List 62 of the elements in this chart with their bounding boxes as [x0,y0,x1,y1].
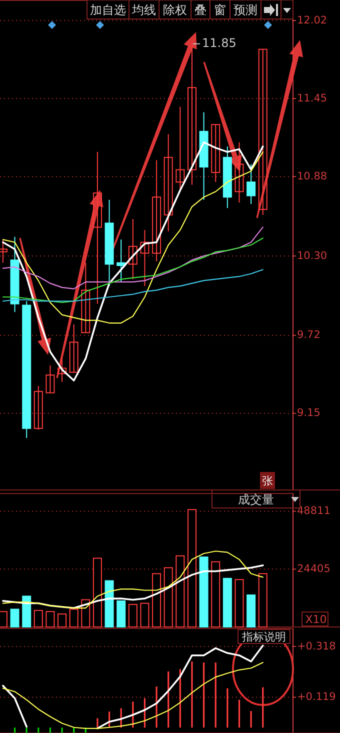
bar [92,558,102,628]
line-series [2,141,264,382]
y-tick-label: +0.318 [297,640,336,652]
text: X10 [305,613,327,626]
bar [22,596,32,628]
annotation: 叠 [194,2,206,17]
y-tick-label: 10.30 [297,250,328,262]
bar [164,567,173,628]
bar [140,602,150,628]
candlestick [258,48,268,216]
bar [246,594,256,628]
y-tick-label: 48811 [297,505,330,518]
candlestick [164,134,173,232]
annotation: 11.85 [202,36,236,50]
bar [10,608,20,628]
annotation: 张 [262,474,273,488]
bar [34,610,43,628]
candlestick [246,164,256,204]
y-tick-label: +0.119 [297,691,336,704]
candlestick [69,324,78,373]
candlestick [58,356,67,382]
annotation: 除权 [163,2,187,17]
candlestick [128,218,138,280]
bar [176,555,185,628]
line-series [2,662,264,729]
bar [104,580,114,628]
annotation: 成交量 [238,492,274,506]
line-series [2,550,264,609]
y-tick-label: 9.72 [297,329,320,342]
bar [199,556,208,628]
bar [211,561,220,628]
annotation: 指标说明 [241,630,286,644]
bar [128,604,138,628]
bar [58,613,67,628]
candlestick [152,160,162,262]
y-tick-label: 9.15 [297,407,320,420]
annotation: 加自选 [90,2,126,17]
y-tick-label: 10.88 [297,170,328,182]
bar [116,600,126,628]
bar [152,573,162,628]
candlestick [46,364,55,394]
line-series [2,238,264,304]
y-tick-label: 12.02 [297,14,328,26]
line-series [2,226,264,290]
bar [222,578,232,628]
bar [69,608,78,628]
candlestick [92,151,102,304]
candlestick [34,385,43,430]
annotation: 均线 [131,2,156,17]
candlestick [81,262,90,334]
candlestick [234,142,244,204]
annotation: 窗 [214,2,226,17]
line-series [2,151,264,324]
bar [187,509,196,628]
annotation: 预测 [234,2,258,17]
y-tick-label: 24405 [297,562,330,575]
candlestick [211,124,220,183]
line-series [2,269,264,302]
candlestick [140,229,150,287]
y-tick-label: 11.45 [297,92,328,104]
line-series [2,564,264,609]
bar [46,611,55,628]
